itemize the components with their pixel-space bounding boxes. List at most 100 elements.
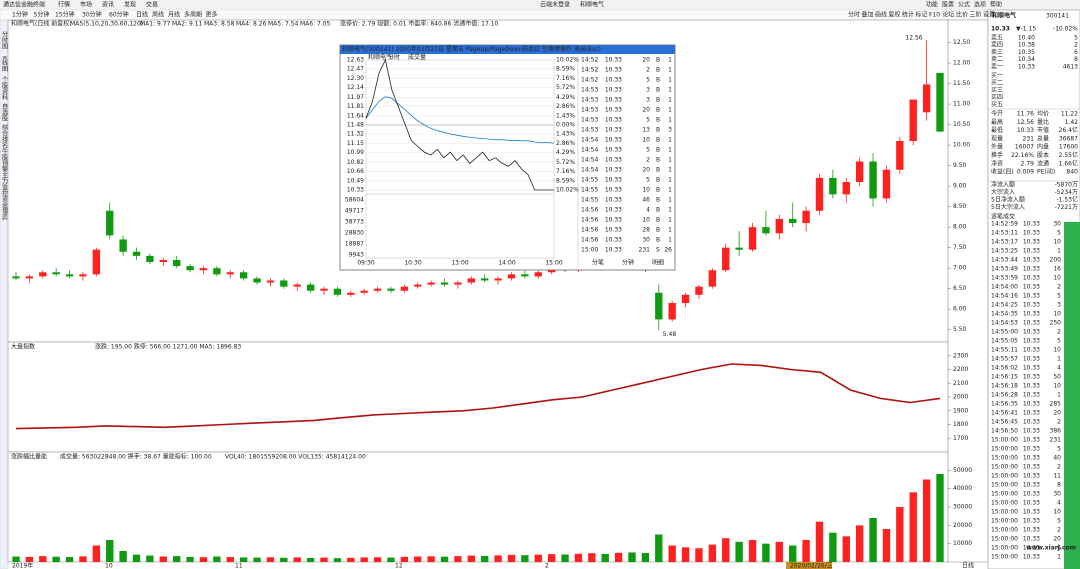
period-tab[interactable]: 30分钟 <box>82 11 102 19</box>
y-tick-label: 30000 <box>953 504 972 511</box>
tick-count: 1 <box>668 97 672 104</box>
volume-bar <box>748 540 757 562</box>
volume-bar <box>119 551 127 562</box>
menu-item[interactable]: 发现 <box>124 1 136 9</box>
period-tab[interactable]: 15分钟 <box>55 11 75 19</box>
tool-button[interactable]: 分时 <box>848 11 860 19</box>
candle-body <box>414 284 422 287</box>
tool-button[interactable]: 叠加 <box>862 11 874 19</box>
tick-time: 15:00:00 <box>991 545 1018 552</box>
tick-time: 15:00:00 <box>991 446 1018 453</box>
date-label: 2019年 <box>12 562 33 569</box>
tick-time: 14:56:15 <box>991 374 1018 381</box>
volume-bar <box>547 554 556 562</box>
tool-button[interactable]: 设置 <box>983 11 995 19</box>
menu-item[interactable]: 行情 <box>58 1 70 9</box>
y-tick-label: 11.00 <box>953 101 970 108</box>
menu-item[interactable]: 帮助 <box>990 1 1002 9</box>
tick-price: 10.33 <box>1023 320 1040 327</box>
login-status: 云端未登录 <box>540 1 570 9</box>
tick-price: 10.33 <box>1023 509 1040 516</box>
tool-button[interactable]: 标记 <box>916 11 928 19</box>
tick-time: 15:00 <box>581 247 598 254</box>
menu-item[interactable]: 选项 <box>974 1 986 9</box>
period-tab[interactable]: 60分钟 <box>109 11 129 19</box>
sidebar-tab[interactable]: 牛股预警 <box>1 147 8 173</box>
sidebar-tab[interactable]: 综合排名 <box>1 123 8 149</box>
candle-body <box>668 303 676 320</box>
tick-volume: 30 <box>642 237 650 244</box>
period-tab[interactable]: 1分钟 <box>12 11 28 19</box>
tick-volume: 40 <box>1053 455 1061 462</box>
tick-count: 1 <box>668 67 672 74</box>
popup-frame <box>339 44 676 271</box>
app-title: 通达信金融终端 <box>3 1 45 9</box>
popup-bottom-tab[interactable]: 分笔 <box>592 259 604 267</box>
volume-bar <box>387 557 395 562</box>
period-label[interactable]: 日线 <box>962 562 974 569</box>
volume-bar <box>922 479 931 562</box>
vol-label: 28830 <box>345 230 364 237</box>
stat-label: 净资 <box>991 159 1003 167</box>
pct-label: 2.86% <box>556 103 575 110</box>
sidebar-tab[interactable]: 分时图 <box>1 30 8 50</box>
period-tab[interactable]: 日线 <box>136 11 148 19</box>
ma-value: MA6: 7.05 <box>300 21 331 28</box>
tick-price: 10.33 <box>1023 284 1040 291</box>
period-tab[interactable]: 周线 <box>152 11 164 19</box>
tool-button[interactable]: 统计 <box>902 11 914 19</box>
menu-item[interactable]: 市场 <box>80 1 92 9</box>
y-tick-label: 20000 <box>953 522 972 529</box>
period-tab[interactable]: 多周期 <box>184 11 202 19</box>
tool-button[interactable]: 画线 <box>875 11 887 19</box>
period-tab[interactable]: 5分钟 <box>34 11 50 19</box>
period-tab[interactable]: 更多 <box>206 11 218 19</box>
stat-value: 16007 <box>1015 144 1034 151</box>
candle-body <box>280 280 288 287</box>
tick-volume: 5 <box>1057 446 1061 453</box>
sidebar-tab[interactable]: 资金博弈 <box>1 195 8 221</box>
tick-price: 10.33 <box>1023 527 1040 534</box>
sidebar-tab[interactable]: 自选股 <box>1 102 8 122</box>
menu-item[interactable]: 功能 <box>926 1 938 9</box>
sidebar-tab[interactable]: K线图 <box>1 56 8 73</box>
menu-item[interactable]: 公式 <box>958 1 970 9</box>
volume-bar <box>440 556 449 562</box>
tool-button[interactable]: 三阶 <box>970 11 982 19</box>
menu-item[interactable]: 交易 <box>146 1 158 9</box>
sidebar-tab[interactable]: 个股资料 <box>1 76 8 101</box>
sidebar-tab[interactable]: 主力监控 <box>1 171 8 197</box>
volume-bar <box>855 525 864 562</box>
tick-volume: 285 <box>1050 401 1062 408</box>
tick-volume: 10 <box>1053 239 1061 246</box>
candle-body <box>896 141 904 170</box>
tick-time: 14:56:45 <box>991 419 1018 426</box>
candle-body <box>400 286 409 291</box>
book-price: 10.33 <box>1018 63 1035 70</box>
y-tick-label: 8.00 <box>953 224 967 231</box>
candle-body <box>213 268 221 275</box>
tool-button[interactable]: F10 <box>929 12 940 19</box>
stat-label: 现量 <box>991 135 1003 142</box>
price-line <box>365 58 554 191</box>
tool-button[interactable]: 论坛 <box>943 11 955 19</box>
stock-change: ▼-1.15 <box>1016 26 1036 33</box>
pct-label: 7.16% <box>556 168 575 175</box>
tick-time: 14:53:44 <box>991 257 1018 264</box>
candle-body <box>735 247 743 250</box>
tick-side: B <box>656 137 660 144</box>
volume-bar <box>628 552 636 562</box>
tool-button[interactable]: 复权 <box>889 11 901 19</box>
tick-price: 10.33 <box>1023 437 1040 444</box>
date-highlight <box>786 562 832 569</box>
tick-time: 14:53:25 <box>991 248 1018 255</box>
popup-bottom-tab[interactable]: 明细 <box>652 259 664 267</box>
book-label: 买五 <box>991 100 1003 108</box>
tool-button[interactable]: 比价 <box>956 11 968 19</box>
popup-bottom-tab[interactable]: 分钟 <box>622 259 634 267</box>
menu-item[interactable]: 股票 <box>942 2 954 9</box>
volume-bar <box>735 541 743 562</box>
menu-item[interactable]: 资讯 <box>102 1 114 9</box>
period-tab[interactable]: 月线 <box>168 11 180 19</box>
ticks-title: 逐笔成交 <box>991 213 1015 221</box>
